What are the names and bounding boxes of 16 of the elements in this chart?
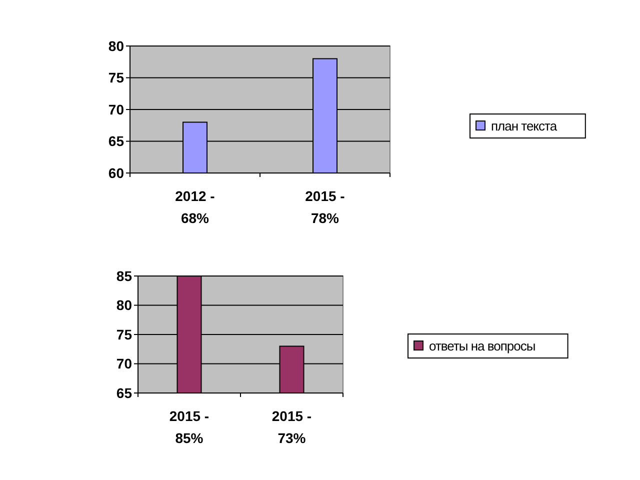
x-tick-label: 2015 - 73% [272,408,312,446]
y-tick-label: 70 [116,356,132,372]
y-tick-label: 80 [108,38,124,54]
y-tick-label: 70 [108,101,124,118]
legend-label: план текста [491,118,558,134]
y-tick-label: 75 [108,70,124,86]
y-tick-label: 75 [116,326,132,342]
x-tick-label: 2012 - 68% [175,188,216,226]
y-tick-label: 80 [116,297,132,314]
y-tick-label: 65 [116,384,132,401]
y-tick-label: 65 [108,133,124,150]
y-tick-label: 60 [108,164,124,181]
legend-label: ответы на вопросы [429,338,536,354]
y-tick-label: 85 [116,268,132,284]
x-tick-label: 2015 - 78% [305,188,346,226]
x-tick-label: 2015 - 85% [169,408,210,446]
